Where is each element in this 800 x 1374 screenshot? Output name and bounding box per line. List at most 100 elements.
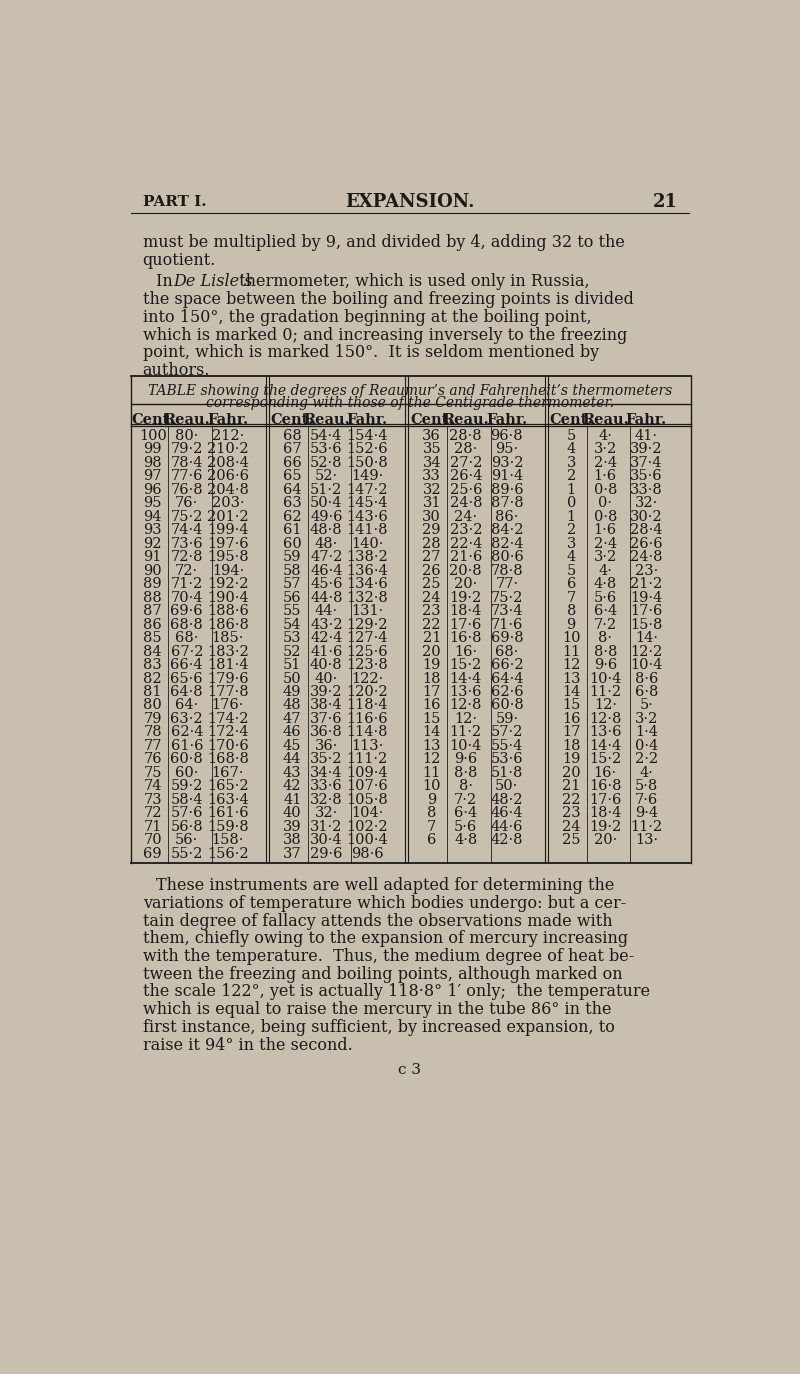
Text: 16·: 16· xyxy=(454,644,478,658)
Text: 41: 41 xyxy=(283,793,302,807)
Text: 15: 15 xyxy=(562,698,580,713)
Text: TABLE showing the degrees of Reaumur’s and Fahrenheit’s thermometers: TABLE showing the degrees of Reaumur’s a… xyxy=(148,383,672,397)
Text: 65: 65 xyxy=(283,470,302,484)
Text: 123·8: 123·8 xyxy=(346,658,388,672)
Text: 13·: 13· xyxy=(635,833,658,848)
Text: 27·2: 27·2 xyxy=(450,456,482,470)
Text: 44: 44 xyxy=(283,753,302,767)
Text: 15·2: 15·2 xyxy=(589,753,622,767)
Text: 10·4: 10·4 xyxy=(450,739,482,753)
Text: 9: 9 xyxy=(427,793,436,807)
Text: 84: 84 xyxy=(143,644,162,658)
Text: 63: 63 xyxy=(283,496,302,510)
Text: 29: 29 xyxy=(422,523,441,537)
Text: 60·: 60· xyxy=(175,765,198,780)
Text: 76·8: 76·8 xyxy=(170,482,203,497)
Text: tween the freezing and boiling points, although marked on: tween the freezing and boiling points, a… xyxy=(142,966,622,982)
Text: 42·4: 42·4 xyxy=(310,631,342,646)
Text: 93: 93 xyxy=(143,523,162,537)
Text: 30·2: 30·2 xyxy=(630,510,662,523)
Text: 13·6: 13·6 xyxy=(589,725,622,739)
Text: 152·6: 152·6 xyxy=(346,442,388,456)
Text: 68·: 68· xyxy=(495,644,518,658)
Text: 30: 30 xyxy=(422,510,441,523)
Text: In: In xyxy=(156,273,178,290)
Text: 23·2: 23·2 xyxy=(450,523,482,537)
Text: 55: 55 xyxy=(283,605,302,618)
Text: 5·6: 5·6 xyxy=(594,591,617,605)
Text: 14: 14 xyxy=(422,725,441,739)
Text: 7: 7 xyxy=(427,820,436,834)
Text: 72: 72 xyxy=(143,807,162,820)
Text: 147·2: 147·2 xyxy=(346,482,388,497)
Text: 0·4: 0·4 xyxy=(634,739,658,753)
Text: 70: 70 xyxy=(143,833,162,848)
Text: 25: 25 xyxy=(562,833,581,848)
Text: 35·6: 35·6 xyxy=(630,470,662,484)
Text: 1·6: 1·6 xyxy=(594,523,617,537)
Text: EXPANSION.: EXPANSION. xyxy=(346,192,474,210)
Text: 161·6: 161·6 xyxy=(207,807,249,820)
Text: 68·: 68· xyxy=(175,631,198,646)
Text: 14·4: 14·4 xyxy=(450,672,482,686)
Text: 53·6: 53·6 xyxy=(310,442,342,456)
Text: 10·4: 10·4 xyxy=(589,672,622,686)
Text: 17: 17 xyxy=(562,725,580,739)
Text: 24: 24 xyxy=(562,820,581,834)
Text: authors.: authors. xyxy=(142,361,210,379)
Text: 80·6: 80·6 xyxy=(490,550,523,565)
Text: 22: 22 xyxy=(562,793,581,807)
Text: 78: 78 xyxy=(143,725,162,739)
Text: 13·6: 13·6 xyxy=(450,686,482,699)
Text: 0·8: 0·8 xyxy=(594,482,617,497)
Text: 19·2: 19·2 xyxy=(589,820,622,834)
Text: 174·2: 174·2 xyxy=(207,712,249,725)
Text: 32·8: 32·8 xyxy=(310,793,342,807)
Text: 66: 66 xyxy=(283,456,302,470)
Text: 168·8: 168·8 xyxy=(207,753,249,767)
Text: 33·8: 33·8 xyxy=(630,482,662,497)
Text: 156·2: 156·2 xyxy=(207,846,249,860)
Text: 21·2: 21·2 xyxy=(630,577,662,591)
Text: 53: 53 xyxy=(283,631,302,646)
Text: 65·6: 65·6 xyxy=(170,672,203,686)
Text: 24·8: 24·8 xyxy=(630,550,662,565)
Text: 132·8: 132·8 xyxy=(346,591,388,605)
Text: 76·: 76· xyxy=(175,496,198,510)
Text: 14·: 14· xyxy=(635,631,658,646)
Text: 97: 97 xyxy=(143,470,162,484)
Text: 39·2: 39·2 xyxy=(310,686,342,699)
Text: 19: 19 xyxy=(562,753,580,767)
Text: 194·: 194· xyxy=(212,563,244,577)
Text: 12·2: 12·2 xyxy=(630,644,662,658)
Text: 4·8: 4·8 xyxy=(594,577,617,591)
Text: 91·4: 91·4 xyxy=(490,470,523,484)
Text: 179·6: 179·6 xyxy=(207,672,249,686)
Text: 0: 0 xyxy=(566,496,576,510)
Text: 81: 81 xyxy=(143,686,162,699)
Text: 129·2: 129·2 xyxy=(346,618,388,632)
Text: 0·: 0· xyxy=(598,496,612,510)
Text: 67·2: 67·2 xyxy=(170,644,203,658)
Text: 96: 96 xyxy=(143,482,162,497)
Text: 20·8: 20·8 xyxy=(450,563,482,577)
Text: 30·4: 30·4 xyxy=(310,833,342,848)
Text: 28·8: 28·8 xyxy=(450,429,482,442)
Text: 80·: 80· xyxy=(175,429,198,442)
Text: 11·2: 11·2 xyxy=(450,725,482,739)
Text: which is marked 0; and increasing inversely to the freezing: which is marked 0; and increasing invers… xyxy=(142,327,627,344)
Text: 88: 88 xyxy=(143,591,162,605)
Text: Reau.: Reau. xyxy=(442,412,489,427)
Text: PART I.: PART I. xyxy=(142,195,206,209)
Text: 79·2: 79·2 xyxy=(170,442,203,456)
Text: 19·2: 19·2 xyxy=(450,591,482,605)
Text: 60: 60 xyxy=(283,537,302,551)
Text: Cent.: Cent. xyxy=(270,412,314,427)
Text: 77·: 77· xyxy=(495,577,518,591)
Text: 40·8: 40·8 xyxy=(310,658,342,672)
Text: 24: 24 xyxy=(422,591,441,605)
Text: 11: 11 xyxy=(562,644,580,658)
Text: 116·6: 116·6 xyxy=(346,712,388,725)
Text: 75·2: 75·2 xyxy=(170,510,203,523)
Text: 18·4: 18·4 xyxy=(589,807,622,820)
